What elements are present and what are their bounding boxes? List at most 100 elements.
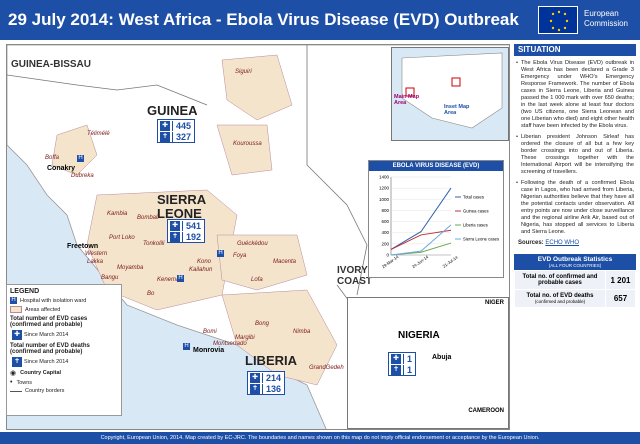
- deaths-icon: ✝: [391, 364, 401, 375]
- town-boffa: Boffa: [45, 155, 60, 161]
- main-map-area-box: [405, 87, 415, 97]
- situation-list: The Ebola Virus Disease (EVD) outbreak i…: [514, 56, 636, 236]
- town-bo: Bo: [147, 291, 155, 297]
- legend-borders-label: Country borders: [25, 388, 65, 394]
- chart-series-line: [390, 229, 452, 250]
- town-nimba: Nimba: [293, 329, 311, 335]
- stats-sierra-leone-deaths: 192: [182, 231, 204, 242]
- situation-bullet: The Ebola Virus Disease (EVD) outbreak i…: [516, 60, 634, 130]
- total-cases-label: Total no. of confirmed and probable case…: [514, 270, 606, 290]
- stats-liberia-cases-row: ✚ 214: [248, 372, 284, 383]
- town-western: Western: [85, 251, 108, 257]
- legend-deaths-since: Since March 2014: [24, 359, 69, 365]
- locator-inset-canvas: [401, 52, 503, 129]
- ec-logo: European Commission: [538, 4, 634, 36]
- legend-title: LEGEND: [10, 288, 40, 295]
- stats-nigeria-deaths-row: ✝ 1: [389, 364, 415, 375]
- legend-deaths-title: Total number of EVD deaths (confirmed an…: [10, 343, 90, 355]
- legend-hospital-row: H Hospital with isolation ward: [10, 297, 118, 304]
- stats-guinea-cases-row: ✚ 445: [158, 120, 194, 131]
- town-siguiri: Siguiri: [235, 69, 252, 75]
- label-ivory-coast: IVORY COAST: [337, 265, 372, 287]
- main-map-area-label: Main Map Area: [394, 94, 420, 106]
- deaths-icon: ✝: [160, 131, 170, 142]
- nigeria-inset: NIGER NIGERIA CAMEROON ✚ 1 ✝ 1 Abuja: [347, 297, 509, 429]
- total-cases-value: 1 201: [605, 270, 636, 290]
- border-line-icon: [10, 390, 22, 392]
- legend-deaths-row: ✝ Since March 2014: [10, 357, 118, 367]
- stats-liberia: ✚ 214 ✝ 136: [247, 371, 286, 395]
- locator-inset: Main Map Area Inset Map Area: [391, 47, 509, 141]
- town-kono: Kono: [197, 259, 212, 265]
- legend-capital-label: Country Capital: [20, 370, 62, 376]
- stats-guinea-deaths: 327: [172, 131, 194, 142]
- affected-area-liberia: [221, 289, 338, 386]
- capital-monrovia: Monrovia: [193, 347, 225, 354]
- legend-affected-row: Areas affected: [10, 306, 118, 313]
- chart-legend-label: Sierra Leone cases: [463, 237, 499, 242]
- stats-nigeria-cases: 1: [403, 353, 415, 364]
- stats-guinea: ✚ 445 ✝ 327: [157, 119, 196, 143]
- stats-liberia-deaths-row: ✝ 136: [248, 383, 284, 394]
- affected-area-siguiri: [221, 54, 293, 121]
- hospital-icon: H: [10, 297, 17, 304]
- footer-copyright: Copyright, European Union, 2014. Map cre…: [0, 432, 640, 444]
- stats-header: EVD Outbreak Statistics (ALL FOUR COUNTR…: [514, 254, 636, 270]
- total-deaths-sub: (confirmed and probable): [534, 299, 586, 304]
- capital-freetown: Freetown: [67, 243, 99, 250]
- town-bangu: Bangu: [101, 275, 119, 281]
- ec-logo-text: European Commission: [584, 9, 629, 28]
- stats-sierra-leone-cases: 541: [182, 220, 204, 231]
- town-macenta: Macenta: [273, 259, 297, 265]
- town-bong: Bong: [255, 321, 270, 327]
- hospital-icon: H: [183, 343, 190, 350]
- hospital-icon: H: [177, 275, 184, 282]
- chart-axes: [390, 177, 451, 256]
- total-deaths-value: 657: [605, 289, 636, 308]
- stats-nigeria-deaths: 1: [403, 364, 415, 375]
- capital-conakry: Conakry: [47, 165, 76, 172]
- sources: Sources: ECHO WHO: [514, 240, 636, 246]
- town-foya: Foya: [233, 253, 247, 259]
- stats-table: Total no. of confirmed and probable case…: [514, 270, 636, 308]
- town-dubreka: Dubreka: [71, 173, 94, 179]
- town-kailahun: Kailahun: [189, 267, 213, 273]
- stats-title: EVD Outbreak Statistics: [537, 256, 613, 263]
- cases-icon: ✚: [12, 330, 22, 340]
- chart-y-tick: 0: [386, 253, 389, 258]
- label-liberia: LIBERIA: [245, 353, 297, 368]
- chart-x-tick: 21-Jul-14: [442, 254, 460, 268]
- chart-y-tick: 200: [381, 241, 389, 246]
- chart-legend-label: Liberia cases: [463, 223, 488, 228]
- town-kenema: Kenema: [157, 277, 180, 283]
- legend-capital-row: ◉ Country Capital: [10, 369, 118, 377]
- sources-links[interactable]: ECHO WHO: [545, 240, 580, 246]
- chart-series-line: [390, 187, 452, 250]
- affected-area-kouroussa: [216, 124, 273, 176]
- chart-canvas: 0 200 400 600 800 1000 1200 1400 29-Mar-14 24-Jun…: [379, 175, 499, 270]
- stats-nigeria-cases-row: ✚ 1: [389, 353, 415, 364]
- deaths-icon: ✝: [250, 383, 260, 394]
- chart-y-tick: 600: [381, 219, 389, 224]
- stats-guinea-deaths-row: ✝ 327: [158, 131, 194, 142]
- total-deaths-label: Total no. of EVD deaths: [526, 293, 594, 299]
- sources-label: Sources:: [518, 240, 544, 246]
- label-nigeria: NIGERIA: [398, 330, 440, 341]
- chart-y-tick: 1200: [379, 186, 390, 191]
- stats-row-deaths: Total no. of EVD deaths (confirmed and p…: [514, 289, 636, 308]
- situation-bullet: Liberian president Johnson Sirleaf has o…: [516, 134, 634, 176]
- evd-chart: EBOLA VIRUS DISEASE (EVD) 0 200 400 600 800 1…: [368, 160, 504, 278]
- chart-legend-label: Total cases: [463, 195, 484, 200]
- legend-hospital-label: Hospital with isolation ward: [20, 297, 87, 304]
- town-tonkolili: Tonkolili: [143, 241, 165, 247]
- label-sierra-leone: SIERRA LEONE: [157, 192, 206, 221]
- stats-sierra-leone: ✚ 541 ✝ 192: [167, 219, 206, 243]
- hospital-icon: H: [77, 155, 84, 162]
- deaths-icon: ✝: [170, 231, 180, 242]
- legend-towns-label: Towns: [16, 379, 33, 386]
- town-bomi: Bomi: [203, 329, 217, 335]
- affected-area-boffa: [51, 124, 98, 176]
- stats-liberia-deaths: 136: [262, 383, 284, 394]
- town-grand-gedeh: GrandGedeh: [309, 365, 344, 371]
- town-moyamba: Moyamba: [117, 265, 144, 271]
